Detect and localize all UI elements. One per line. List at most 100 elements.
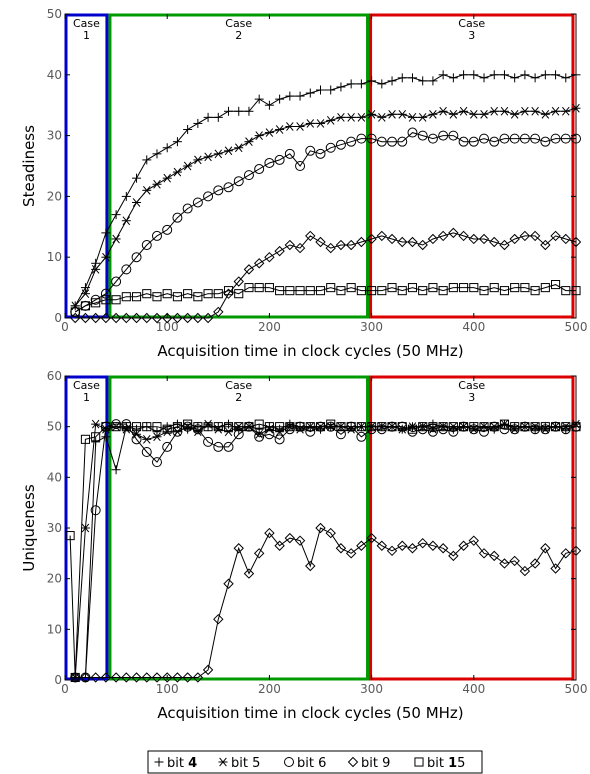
uniqueness-y-tick-label: 30 — [47, 521, 62, 535]
uniqueness-series-bit-15-point — [193, 422, 203, 432]
steadiness-series-bit-5-point — [70, 301, 80, 311]
steadiness-series-bit-15-point — [305, 286, 315, 296]
steadiness-series-bit-15-point — [295, 286, 305, 296]
steadiness-x-tick-label: 0 — [61, 320, 69, 334]
steadiness-series-bit-15-point — [111, 295, 121, 305]
steadiness-case-2-region — [108, 13, 370, 319]
uniqueness-series-bit-15-point — [530, 422, 540, 432]
steadiness-series-bit-4-point — [224, 106, 234, 116]
uniqueness-series-bit-15-point — [315, 422, 326, 432]
steadiness-series-bit-15-point — [397, 286, 407, 296]
uniqueness-series-bit-6-point — [233, 429, 244, 440]
steadiness-series-bit-15-point — [407, 283, 418, 293]
uniqueness-series-bit-6-point — [162, 441, 173, 452]
steadiness-series-bit-15-point — [285, 286, 295, 296]
steadiness-series-bit-4-point — [448, 73, 458, 83]
steadiness-series-bit-4-point — [244, 106, 254, 116]
steadiness-series-bit-4-point — [356, 79, 366, 89]
steadiness-series-bit-4-point — [264, 100, 274, 110]
steadiness-series-bit-9-point — [90, 312, 101, 324]
steadiness-series-bit-6-point — [550, 133, 561, 144]
steadiness-series-bit-5-point — [520, 106, 530, 116]
steadiness-series-bit-6-point — [448, 130, 459, 141]
uniqueness-series-bit-15-point — [111, 422, 121, 432]
steadiness-series-bit-6-point — [387, 136, 398, 147]
steadiness-case-1-label: Case — [73, 17, 100, 30]
steadiness-series-bit-15-point — [142, 289, 152, 299]
steadiness-series-bit-6-point — [499, 133, 510, 144]
uniqueness-series-bit-9-point — [151, 672, 163, 683]
steadiness-series-bit-6-point — [366, 133, 377, 144]
steadiness-series-bit-15-point — [264, 283, 274, 293]
uniqueness-series-bit-6-point — [274, 434, 285, 445]
uniqueness-series-bit-15-point — [131, 422, 142, 432]
uniqueness-series-bit-15-point — [346, 422, 356, 432]
steadiness-series-bit-4-point — [132, 173, 142, 183]
steadiness-case-2-number: 2 — [235, 29, 242, 42]
steadiness-series-bit-15-point — [387, 283, 397, 293]
steadiness-series-bit-4-point — [489, 70, 499, 80]
uniqueness-series-bit-9-point — [550, 563, 561, 574]
uniqueness-series-bit-9-point — [345, 548, 357, 559]
steadiness-y-axis-label: Steadiness — [20, 125, 38, 207]
steadiness-series-bit-6-point — [540, 136, 551, 147]
steadiness-series-bit-15-point — [418, 286, 428, 296]
uniqueness-series-bit-4-point — [91, 437, 101, 447]
steadiness-series-bit-4-point — [459, 70, 469, 80]
uniqueness-series-bit-9-point — [305, 560, 316, 572]
steadiness-series-bit-6-point — [223, 182, 234, 193]
uniqueness-series-bit-9-point — [223, 578, 234, 589]
uniqueness-series-bit-15-point — [162, 424, 172, 434]
steadiness-series-bit-6-point — [356, 133, 367, 144]
uniqueness-series-bit-15-point — [295, 422, 305, 432]
steadiness-series-bit-6-point — [233, 176, 244, 187]
steadiness-series-bit-6-point — [121, 264, 132, 275]
uniqueness-series-bit-6-point — [335, 429, 346, 440]
steadiness-series-bit-6-point — [305, 145, 316, 156]
uniqueness-series-bit-15-point — [551, 422, 561, 432]
steadiness-series-bit-4-point — [346, 79, 356, 89]
steadiness-series-bit-6-point — [151, 230, 162, 241]
steadiness-series-bit-5-point — [336, 112, 346, 122]
steadiness-series-bit-5-point — [275, 125, 285, 134]
uniqueness-series-bit-9-point — [468, 535, 480, 546]
steadiness-series-bit-4-point — [213, 112, 223, 122]
steadiness-series-bit-5-line — [74, 107, 577, 307]
steadiness-series-bit-5-point — [510, 109, 520, 119]
steadiness-plot-area — [64, 13, 577, 319]
steadiness-series-bit-15-point — [121, 292, 131, 302]
steadiness-series-bit-5-point — [101, 252, 111, 262]
steadiness-series-bit-4-point — [254, 94, 264, 104]
steadiness-series-bit-5-point — [172, 167, 182, 177]
uniqueness-case-2-region — [108, 375, 370, 681]
uniqueness-series-bit-9-point — [161, 672, 173, 683]
steadiness-series-bit-9-point — [274, 245, 285, 257]
steadiness-series-bit-15-point — [428, 283, 438, 293]
uniqueness-case-2-label: Case — [225, 379, 252, 392]
steadiness-series-bit-9-point — [560, 233, 571, 245]
steadiness-series-bit-4-point — [407, 73, 417, 83]
legend-marker-plus — [154, 757, 164, 767]
steadiness-series-bit-4-point — [121, 191, 131, 201]
uniqueness-series-bit-15-point — [91, 432, 101, 442]
steadiness-y-tick-label: 30 — [47, 129, 62, 143]
steadiness-series-bit-6-point — [131, 252, 142, 263]
uniqueness-case-1-number: 1 — [83, 391, 90, 404]
uniqueness-series-bit-5-point — [407, 422, 417, 432]
steadiness-series-bit-4-point — [530, 73, 540, 83]
steadiness-series-bit-9-point — [376, 230, 388, 242]
uniqueness-series-bit-6-point — [213, 441, 224, 452]
steadiness-series-bit-9-point — [80, 312, 91, 324]
steadiness-series-bit-4-point — [101, 228, 111, 238]
uniqueness-x-tick-label: 500 — [565, 682, 588, 696]
uniqueness-series-bit-9-point — [386, 545, 398, 557]
steadiness-series-bit-6-point — [571, 133, 581, 144]
steadiness-series-bit-15-point — [438, 286, 448, 296]
steadiness-series-bit-4-point — [336, 82, 346, 92]
uniqueness-case-3-number: 3 — [468, 391, 475, 404]
steadiness-series-bit-5-point — [438, 106, 448, 116]
uniqueness-series-bit-6-point — [90, 505, 101, 516]
uniqueness-series-bit-9-point — [489, 550, 500, 562]
steadiness-series-bit-15-point — [499, 286, 510, 296]
